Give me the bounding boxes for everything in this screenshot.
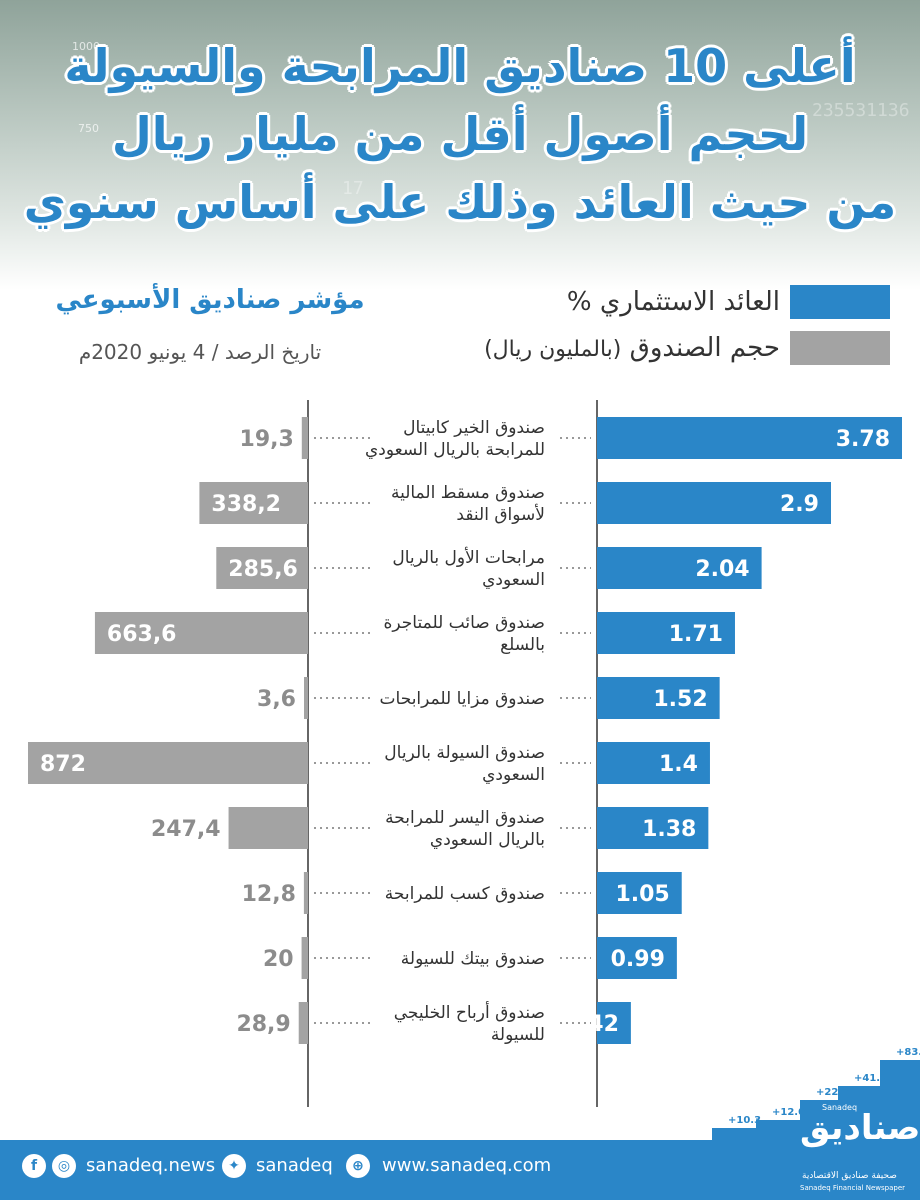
title-line: لحجم أصول أقل من مليار ريال [111, 107, 809, 161]
size-value-label: 247,4 [151, 817, 221, 842]
return-value-label: 1.52 [653, 687, 707, 712]
category-label: صندوق بيتك للسيولة [401, 949, 545, 969]
return-bar [597, 417, 902, 459]
logo: صناديق [800, 1108, 920, 1148]
footer [0, 1140, 920, 1200]
legend-label-return: العائد الاستثماري % [566, 287, 780, 317]
category-label: صندوق مزايا للمرابحات [380, 689, 545, 709]
return-bar [597, 742, 710, 784]
return-bar [597, 807, 709, 849]
logo-english: Sanadeq [822, 1103, 858, 1112]
size-bar [303, 872, 308, 914]
logo-subtitle-en: Sanadeq Financial Newspaper [800, 1184, 906, 1192]
bg-number: 750 [78, 122, 99, 135]
social-handle[interactable]: sanadeq.news [86, 1155, 216, 1176]
size-bar [228, 807, 308, 849]
twitter-icon[interactable]: ✦ [222, 1154, 246, 1178]
legend-size-text: حجم الصندوق [629, 333, 780, 363]
return-bar [597, 612, 735, 654]
legend-swatch-size [790, 331, 890, 365]
size-value-label: 28,9 [236, 1012, 290, 1037]
title-line: من حيث العائد وذلك على أساس سنوي [23, 175, 897, 229]
size-value-label: 285,6 [228, 557, 298, 582]
title-line: أعلى 10 صناديق المرابحة والسيولة [64, 39, 856, 93]
return-bar [597, 872, 682, 914]
size-bar [304, 677, 308, 719]
size-bar [28, 742, 308, 784]
globe-icon[interactable]: ⊕ [346, 1154, 370, 1178]
return-bar [597, 547, 762, 589]
size-bar [301, 937, 308, 979]
return-value-label: 0.42 [565, 1012, 619, 1037]
category-label: صندوق كسب للمرابحة [385, 884, 545, 904]
growth-step-label: +10.3 [728, 1115, 761, 1126]
page-title: أعلى 10 صناديق المرابحة والسيولة لحجم أص… [0, 32, 920, 236]
category-label: صندوق اليسر للمرابحة [385, 808, 545, 828]
return-value-label: 3.78 [836, 427, 890, 452]
return-bar [597, 482, 831, 524]
category-label: صندوق الخير كابيتال [403, 418, 545, 438]
category-label: بالريال السعودي [430, 830, 545, 850]
return-value-label: 1.05 [615, 882, 669, 907]
logo-subtitle-ar: صحيفة صناديق الاقتصادية [802, 1171, 897, 1181]
return-value-label: 2.04 [695, 557, 749, 582]
size-bar [94, 612, 308, 654]
size-value-label: 19,3 [240, 427, 294, 452]
return-value-label: 0.99 [611, 947, 665, 972]
category-label: السعودي [482, 765, 545, 785]
size-value-label: 338,2 [211, 492, 281, 517]
category-label: صندوق السيولة بالريال [384, 743, 545, 763]
size-bar [301, 417, 308, 459]
index-date: تاريخ الرصد / 4 يونيو 2020م [78, 340, 322, 364]
size-bar [199, 482, 308, 524]
twitter-handle[interactable]: sanadeq [256, 1155, 333, 1176]
return-bar [597, 937, 677, 979]
legend-swatch-return [790, 285, 890, 319]
size-value-label: 20 [263, 947, 294, 972]
index-title: مؤشر صناديق الأسبوعي [55, 285, 365, 315]
category-label: السعودي [482, 570, 545, 590]
size-value-label: 872 [40, 752, 86, 777]
category-label: للسيولة [491, 1025, 545, 1045]
facebook-icon[interactable]: f [22, 1154, 46, 1178]
category-label: لأسواق النقد [456, 504, 545, 525]
bg-number: 1000 [72, 40, 100, 53]
bg-number: 17 [342, 178, 364, 199]
return-bar [597, 677, 720, 719]
size-value-label: 663,6 [107, 622, 177, 647]
category-label: صندوق صائب للمتاجرة [384, 613, 545, 633]
size-value-label: 12,8 [242, 882, 296, 907]
return-value-label: 1.71 [669, 622, 723, 647]
return-value-label: 2.9 [780, 492, 819, 517]
size-bar [298, 1002, 308, 1044]
return-value-label: 1.38 [642, 817, 696, 842]
instagram-icon[interactable]: ◎ [52, 1154, 76, 1178]
size-bar [216, 547, 308, 589]
category-label: مرابحات الأول بالريال [392, 547, 545, 568]
category-label: صندوق أرباح الخليجي [394, 1001, 545, 1023]
category-label: للمرابحة بالريال السعودي [365, 440, 545, 460]
bg-number: 235531136 [812, 100, 910, 121]
category-label: صندوق مسقط المالية [391, 483, 545, 503]
website-link[interactable]: www.sanadeq.com [382, 1155, 552, 1176]
category-label: بالسلع [500, 635, 545, 655]
return-value-label: 1.4 [659, 752, 698, 777]
return-bar [597, 1002, 631, 1044]
header-background: 1000 750 235531136 17 [0, 0, 920, 290]
legend-size-unit: (بالمليون ريال) [484, 337, 622, 362]
size-value-label: 3,6 [257, 687, 296, 712]
legend-label-size: حجم الصندوق (بالمليون ريال) [484, 333, 780, 363]
